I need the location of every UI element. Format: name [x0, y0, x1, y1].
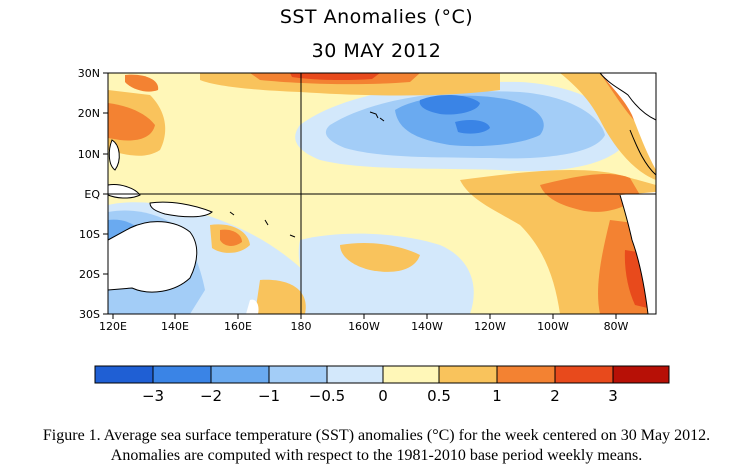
land-new-zealand	[246, 299, 259, 314]
warm-region-equatorial-east-hot	[540, 174, 640, 212]
colorbar-box-6	[383, 366, 439, 383]
cool-region-north-cold-1	[419, 94, 480, 115]
lat-label-eq: EQ	[84, 188, 100, 201]
figure-caption-line-2: Anomalies are computed with respect to t…	[110, 447, 643, 464]
colorbar-label-minus3: −3	[142, 387, 164, 405]
colorbar-box-7	[439, 366, 497, 383]
coastline-philippines	[108, 139, 120, 171]
longitude-labels: 120E 140E 160E 180 160W 140W 120W 100W 8…	[99, 320, 629, 333]
colorbar-label-3: 3	[608, 387, 618, 405]
warm-region-south-central	[340, 243, 420, 272]
land-central-america	[600, 73, 656, 170]
colorbar-label-minus0-5: −0.5	[309, 387, 345, 405]
coastline-indonesia	[107, 184, 141, 199]
colorbar-box-3	[211, 366, 269, 383]
colorbar-label-minus2: −2	[200, 387, 222, 405]
lat-label-30s: 30S	[79, 308, 100, 321]
lon-label-120w: 120W	[474, 320, 506, 333]
lon-label-120e: 120E	[99, 320, 127, 333]
map-date: 30 MAY 2012	[311, 40, 442, 62]
colorbar-label-1: 1	[492, 387, 502, 405]
coastline-south-america	[619, 194, 649, 315]
latitude-labels: 30N 20N 10N EQ 10S 20S 30S	[78, 67, 101, 321]
colorbar-frame	[94, 365, 670, 384]
coastlines	[107, 72, 657, 315]
lon-label-140e: 140E	[161, 320, 189, 333]
lon-label-160e: 160E	[224, 320, 252, 333]
land-philippines	[109, 140, 120, 170]
colorbar-label-0-5: 0.5	[427, 387, 451, 405]
warm-region-south-1	[255, 279, 306, 314]
lon-label-160w: 160W	[348, 320, 380, 333]
warm-region-south-hot-spot	[220, 229, 242, 246]
axis-ticks	[103, 72, 617, 319]
lat-label-10s: 10S	[79, 228, 100, 241]
lon-label-140w: 140W	[411, 320, 443, 333]
colorbar-box-8	[497, 366, 555, 383]
coastline-islands-3	[289, 234, 296, 238]
lat-label-10n: 10N	[78, 148, 100, 161]
coastline-islands-1	[229, 211, 235, 216]
warm-region-north-small-1	[125, 74, 159, 92]
colorbar-box-5	[327, 366, 383, 383]
sst-anomaly-map: 30N 20N 10N EQ 10S 20S 30S 120E 140E 160…	[78, 67, 670, 405]
colorbar-box-4	[269, 366, 327, 383]
warm-region-west-pacific-hot	[108, 103, 155, 141]
coastline-hawaii-1	[369, 111, 379, 119]
coastline-central-america	[629, 129, 657, 176]
colorbar: −3 −2 −1 −0.5 0 0.5 1 2 3	[94, 365, 670, 405]
colorbar-dividers	[152, 366, 614, 383]
land-new-guinea	[150, 202, 212, 217]
lat-label-20s: 20S	[79, 268, 100, 281]
coastline-new-guinea	[149, 201, 213, 218]
colorbar-label-0: 0	[378, 387, 388, 405]
lon-label-180: 180	[291, 320, 312, 333]
lon-label-100w: 100W	[537, 320, 569, 333]
coastline-north-america	[599, 72, 657, 121]
colorbar-box-10	[613, 366, 669, 383]
colorbar-label-minus1: −1	[258, 387, 280, 405]
lat-label-30n: 30N	[78, 67, 100, 80]
map-title: SST Anomalies (°C)	[279, 6, 474, 28]
land-indonesia	[108, 184, 140, 199]
colorbar-label-2: 2	[550, 387, 560, 405]
lat-label-20n: 20N	[78, 107, 100, 120]
coastline-hawaii-2	[379, 117, 385, 122]
land-australia	[108, 221, 197, 293]
figure-caption-line-1: Figure 1. Average sea surface temperatur…	[42, 427, 711, 444]
map-field	[108, 73, 656, 314]
colorbar-box-1	[95, 366, 153, 383]
cool-region-north-cold-2	[455, 120, 490, 134]
cool-region-south-central	[298, 233, 474, 314]
warm-region-north-central-core	[290, 73, 380, 81]
coastline-australia	[107, 221, 198, 293]
colorbar-box-2	[153, 366, 211, 383]
coastline-islands-2	[264, 219, 269, 226]
colorbar-box-9	[555, 366, 613, 383]
lon-label-80w: 80W	[604, 320, 629, 333]
land-south-america	[620, 192, 656, 314]
